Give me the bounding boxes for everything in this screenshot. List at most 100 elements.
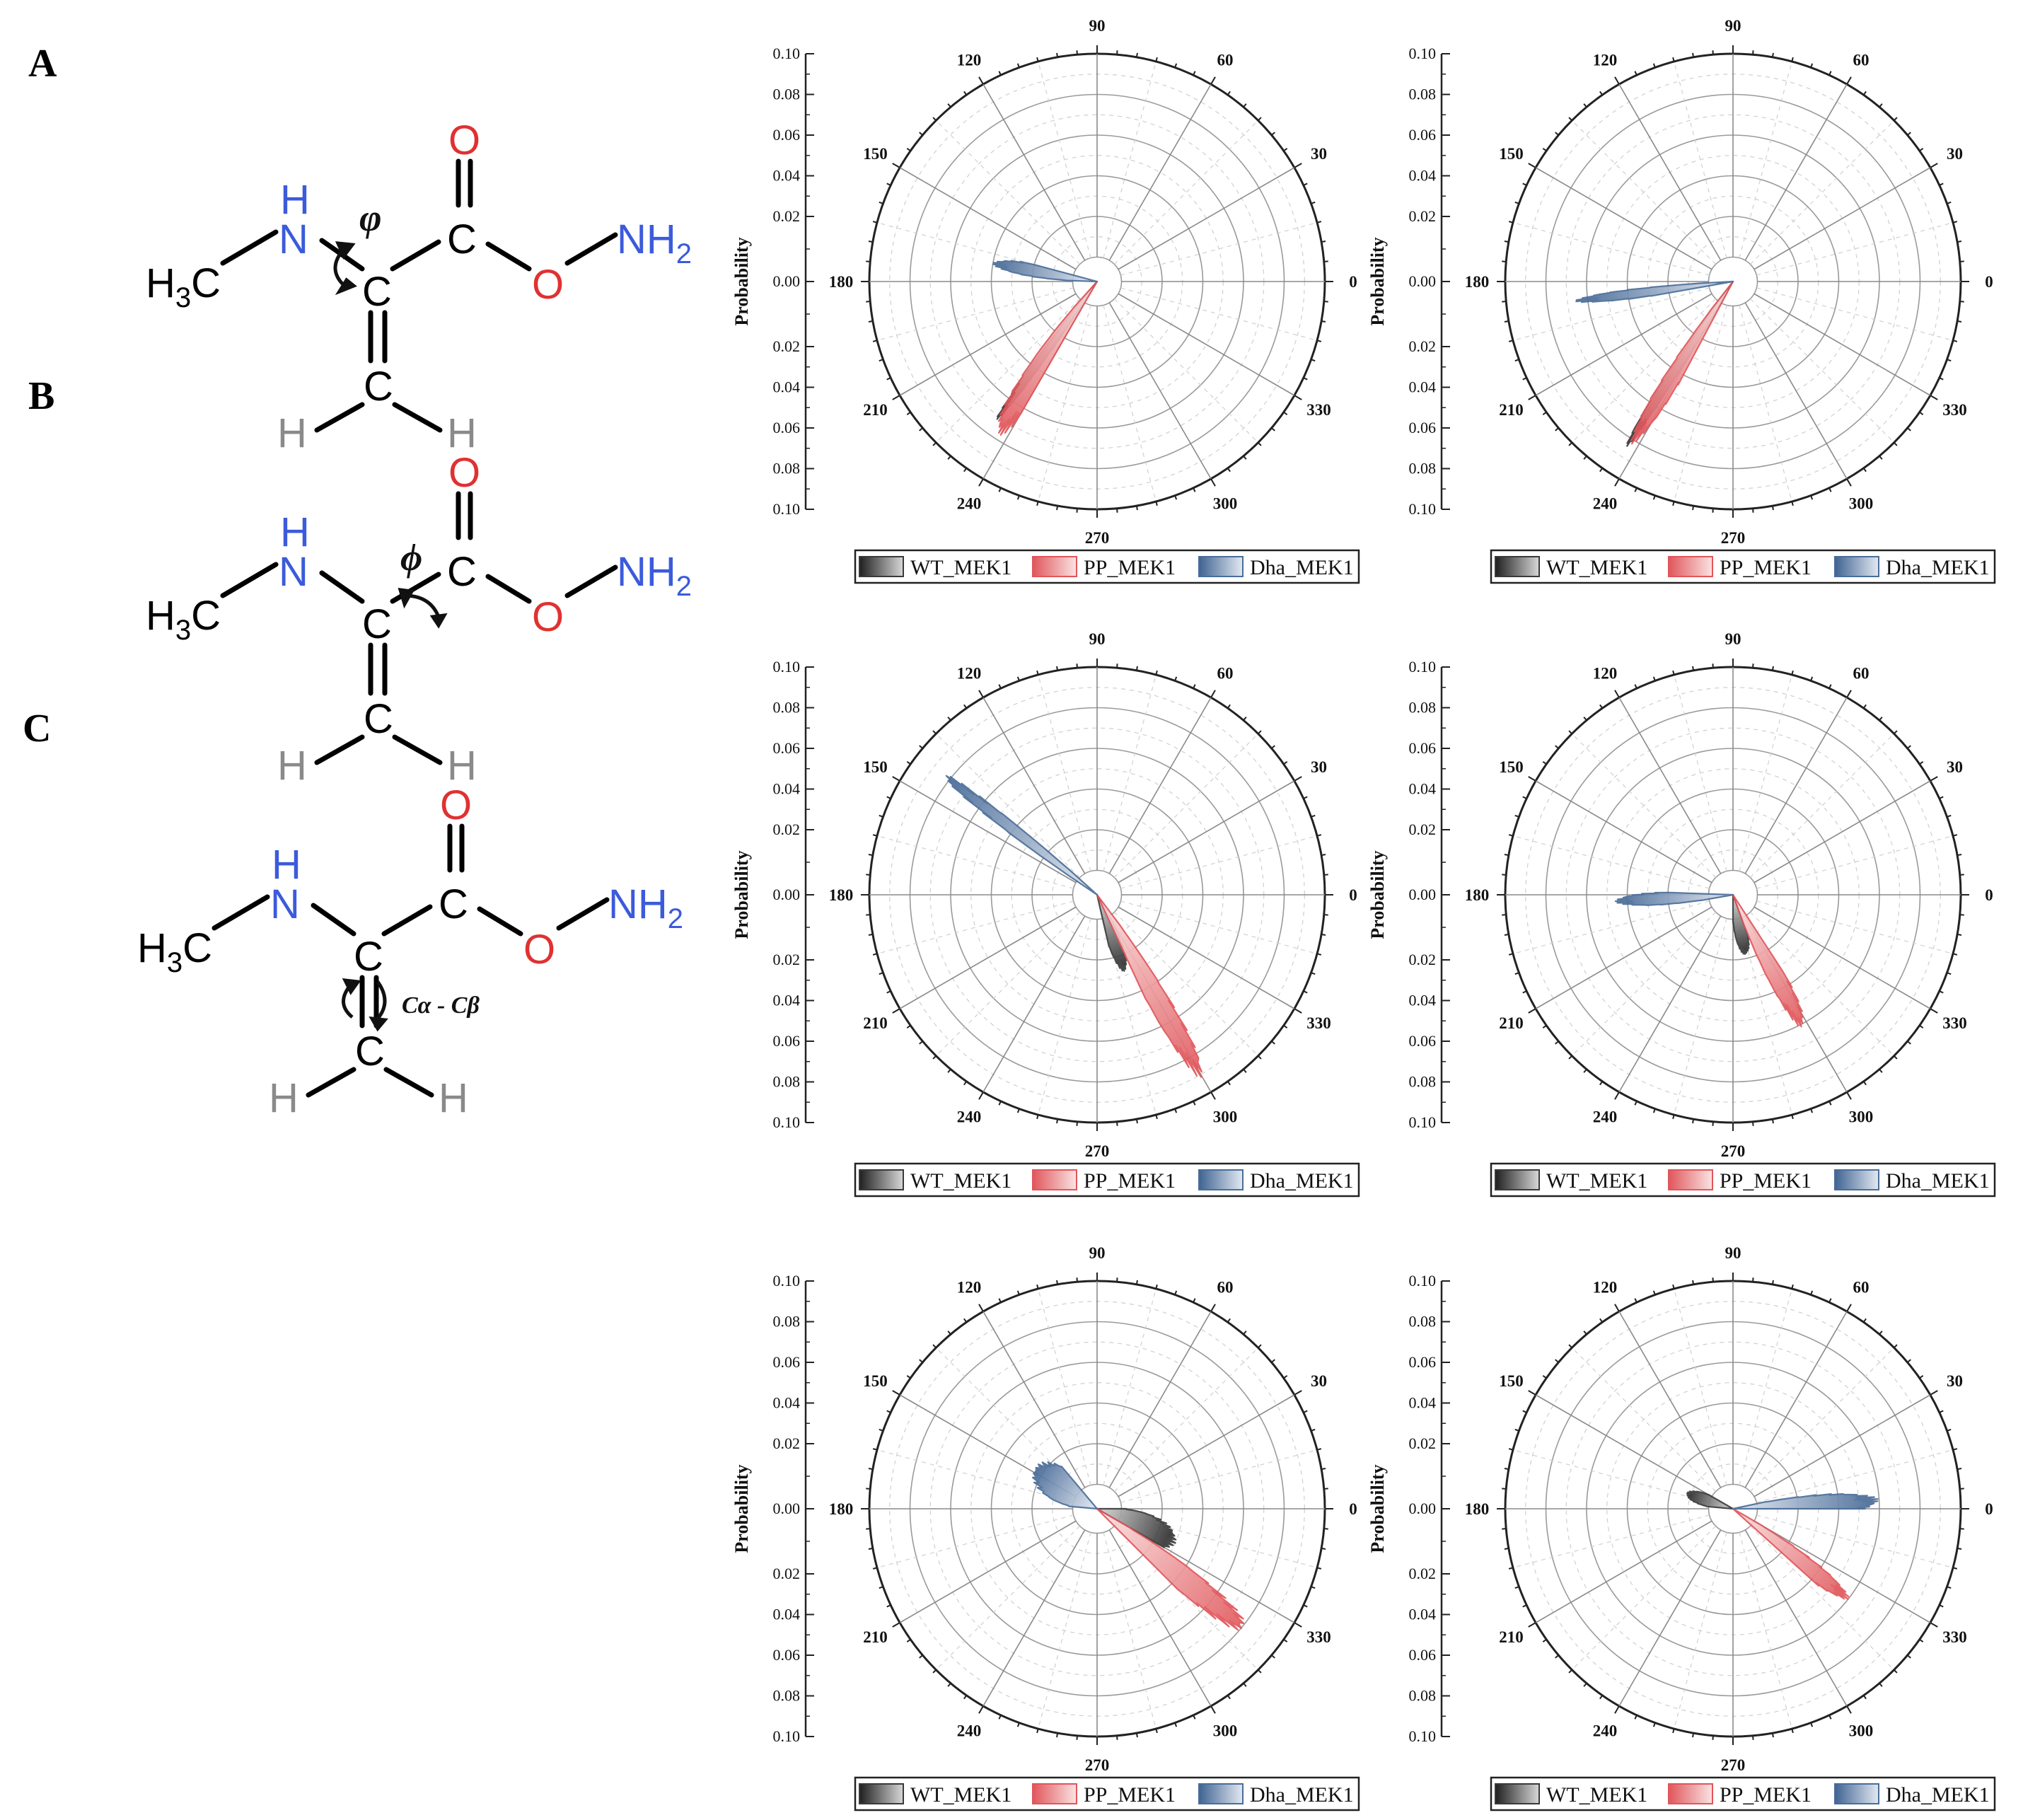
radial-axis-title: Probability <box>731 1464 752 1553</box>
radial-tick-label: 0.04 <box>1409 1394 1437 1412</box>
angle-tick-mark <box>1957 933 1962 936</box>
angle-tick-mark <box>1959 301 1964 303</box>
angle-tick-mark <box>1712 508 1714 513</box>
polar-spoke <box>1103 1288 1157 1485</box>
dihedral-phi-label: φ <box>359 197 382 239</box>
angle-tick-mark <box>963 468 968 473</box>
radial-tick-label: 0.08 <box>773 699 801 717</box>
amine-group: NH2 <box>617 549 692 602</box>
angle-tick-mark <box>1828 71 1832 76</box>
angle-label-60: 60 <box>1853 51 1870 69</box>
radial-tick-label: 0.06 <box>1409 1353 1437 1371</box>
radial-tick-label: 0.02 <box>1409 1434 1437 1452</box>
angle-label-270: 270 <box>1721 1142 1746 1160</box>
beta-hydrogen-left: H <box>269 1075 298 1121</box>
angle-tick-mark <box>1522 182 1527 186</box>
angle-tick-mark <box>1155 1114 1158 1120</box>
angle-tick-mark <box>1210 478 1216 487</box>
legend-swatch-pp-mek1 <box>1668 556 1713 577</box>
angle-tick-mark <box>1210 76 1216 85</box>
carbonyl-oxygen: O <box>440 782 472 828</box>
angle-tick-mark <box>1947 814 1952 818</box>
angle-tick-mark <box>1016 1108 1020 1113</box>
angle-tick-mark <box>998 487 1002 492</box>
angle-tick-mark <box>1522 990 1527 994</box>
angle-tick-mark <box>906 148 911 152</box>
polar-spoke <box>1512 1449 1710 1503</box>
polar-spoke <box>1744 302 1848 480</box>
angle-label-90: 90 <box>1725 630 1741 648</box>
angle-tick-mark <box>1672 501 1675 506</box>
angle-tick-mark <box>1036 670 1039 676</box>
series-spike-pp-mek1 <box>1732 1507 1850 1600</box>
legend-swatch-dha-mek1 <box>1834 1783 1879 1804</box>
angle-tick-mark <box>947 717 951 721</box>
angle-tick-mark <box>1504 240 1509 243</box>
radial-tick-label: 0.10 <box>1409 1113 1437 1131</box>
angle-tick-mark <box>932 441 937 446</box>
angle-tick-mark <box>1294 1390 1302 1396</box>
angle-tick-mark <box>1116 1121 1118 1126</box>
amine-group: NH2 <box>608 881 683 934</box>
angle-tick-mark <box>1502 301 1507 303</box>
angle-tick-mark <box>1939 182 1944 186</box>
angle-label-180: 180 <box>829 1500 854 1518</box>
angle-tick-mark <box>1893 1669 1898 1674</box>
angle-tick-mark <box>868 1547 874 1550</box>
angle-tick-mark <box>872 340 878 342</box>
angle-tick-mark <box>1879 1683 1883 1687</box>
angle-tick-mark <box>1303 990 1308 994</box>
angle-tick-mark <box>886 182 891 186</box>
carbonyl-carbon: C <box>447 216 477 262</box>
angle-tick-mark <box>1227 1318 1231 1323</box>
angle-tick-mark <box>879 1428 883 1432</box>
legend-swatch-dha-mek1 <box>1198 1169 1244 1190</box>
angle-label-150: 150 <box>863 758 888 776</box>
polar-spoke <box>899 1520 1077 1623</box>
polar-spoke <box>1756 900 1954 954</box>
angle-tick-mark <box>1930 1622 1938 1628</box>
angle-tick-mark <box>1752 50 1754 55</box>
angle-label-210: 210 <box>863 1628 888 1646</box>
amide-hydrogen: H <box>280 177 310 223</box>
angle-tick-mark <box>947 1331 951 1335</box>
angle-tick-mark <box>1614 478 1620 487</box>
angle-tick-mark <box>1893 730 1898 735</box>
angle-tick-mark <box>978 690 984 698</box>
angle-tick-mark <box>1828 487 1832 492</box>
polar-spoke <box>876 835 1074 889</box>
angle-tick-mark <box>1919 1638 1924 1642</box>
angle-tick-mark <box>1952 953 1958 956</box>
legend-label-pp-mek1: PP_MEK1 <box>1084 556 1176 579</box>
angle-tick-mark <box>1243 717 1247 721</box>
polar-spoke <box>899 906 1077 1009</box>
angle-tick-mark <box>892 776 900 782</box>
angle-label-270: 270 <box>1085 529 1110 547</box>
radial-tick-label: 0.10 <box>773 1113 801 1131</box>
angle-tick-mark <box>1599 1318 1604 1323</box>
angle-label-0: 0 <box>1349 1500 1357 1518</box>
polar-spoke <box>1103 61 1157 258</box>
angle-tick-mark <box>1522 377 1527 381</box>
angle-tick-mark <box>1939 990 1944 994</box>
angle-tick-mark <box>866 1488 871 1490</box>
angle-tick-mark <box>1919 1024 1924 1028</box>
angle-tick-mark <box>1227 1695 1231 1700</box>
angle-tick-mark <box>1947 972 1952 975</box>
angle-tick-mark <box>1271 132 1275 136</box>
angle-tick-mark <box>1862 1695 1867 1700</box>
angle-tick-mark <box>1303 377 1308 381</box>
angle-tick-mark <box>1846 478 1852 487</box>
angle-tick-mark <box>919 132 923 136</box>
polar-spoke <box>935 911 1081 1057</box>
angle-tick-mark <box>1568 1669 1573 1674</box>
polar-spoke <box>1120 287 1318 341</box>
angle-label-210: 210 <box>1499 401 1524 419</box>
carbonyl-carbon: C <box>447 549 477 595</box>
angle-label-30: 30 <box>1947 145 1963 163</box>
radial-axis-title: Probability <box>1367 1464 1388 1553</box>
angle-tick-mark <box>906 411 911 415</box>
angle-tick-mark <box>886 1604 891 1608</box>
angle-tick-mark <box>1174 676 1178 681</box>
angle-tick-mark <box>1555 745 1559 749</box>
